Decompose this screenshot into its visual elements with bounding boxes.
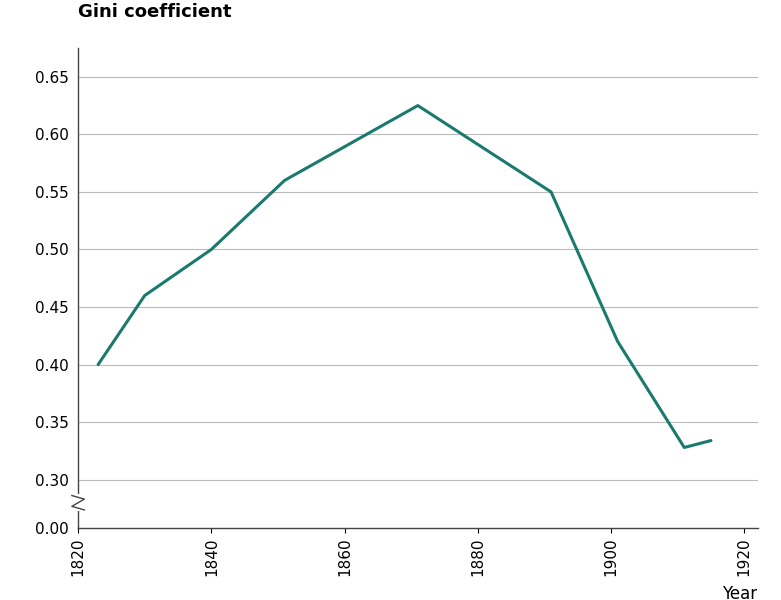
X-axis label: Year: Year	[722, 584, 758, 600]
Text: Gini coefficient: Gini coefficient	[78, 3, 232, 21]
